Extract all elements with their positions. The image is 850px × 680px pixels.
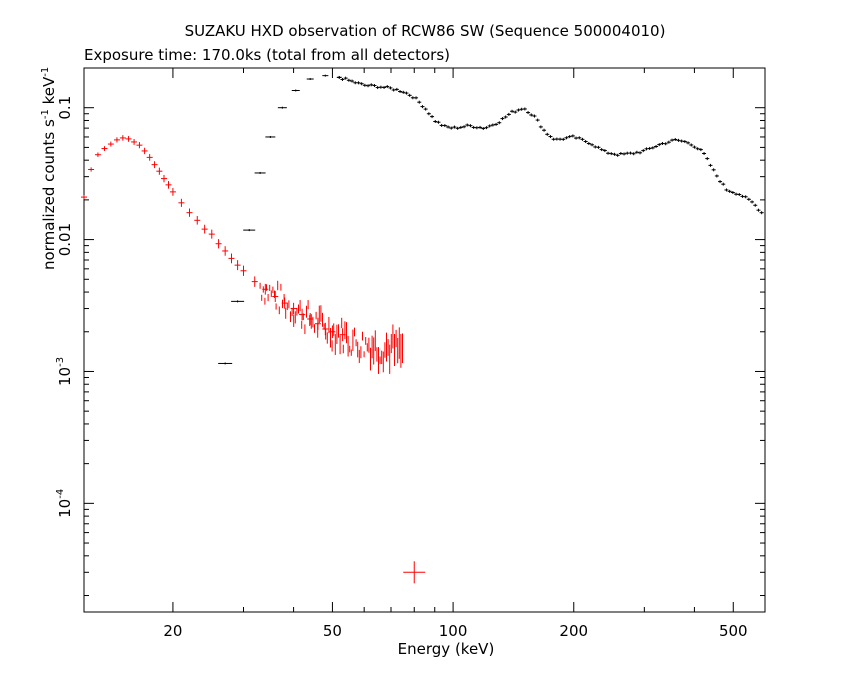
axis-ticks: 20 50 100 200 500 0.1 0.01 10-3 10-4: [55, 67, 766, 640]
y-axis-label: normalized counts s-1 keV-1: [40, 67, 58, 270]
y-tick-label: 10-4: [55, 489, 74, 518]
y-tick-label: 0.01: [56, 223, 74, 256]
x-axis-label: Energy (keV): [397, 640, 495, 658]
x-tick-label: 20: [163, 622, 182, 640]
y-axis-label-exp1: -1: [40, 109, 51, 120]
series-red: [81, 135, 426, 584]
y-tick-label: 10-3: [55, 357, 74, 386]
y-axis-label-text: normalized counts s: [40, 119, 58, 270]
series-black: [218, 74, 764, 365]
x-tick-label: 200: [559, 622, 588, 640]
x-tick-label: 100: [439, 622, 468, 640]
plot-frame: [83, 67, 766, 613]
y-tick-label: 0.1: [56, 96, 74, 120]
y-axis-label-unit: keV: [40, 76, 58, 110]
chart-title: SUZAKU HXD observation of RCW86 SW (Sequ…: [184, 22, 666, 40]
x-tick-label: 500: [719, 622, 748, 640]
y-axis-label-exp2: -1: [40, 66, 51, 77]
x-tick-label: 50: [323, 622, 342, 640]
chart-subtitle: Exposure time: 170.0ks (total from all d…: [84, 46, 451, 64]
